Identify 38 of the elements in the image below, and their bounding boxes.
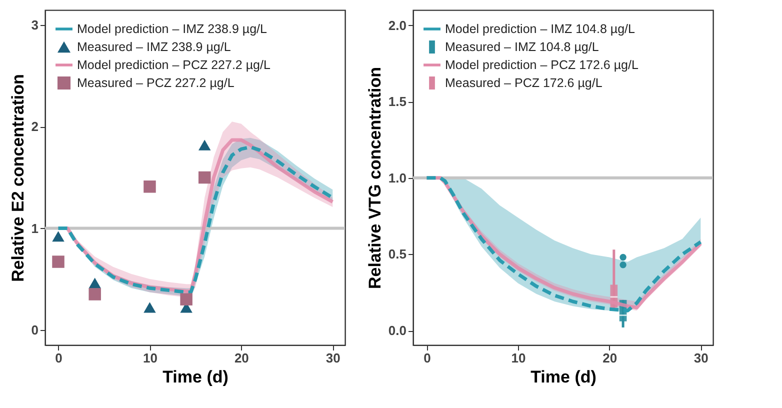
point xyxy=(88,278,101,288)
y-axis-title: Relative E2 concentration xyxy=(8,74,28,282)
y-axis-title: Relative VTG concentration xyxy=(365,67,384,289)
legend-label: Measured – IMZ 104.8 µg/L xyxy=(445,40,599,54)
legend-label: Model prediction – IMZ 238.9 µg/L xyxy=(77,22,267,36)
x-tick-label: 0 xyxy=(55,350,62,366)
x-axis-title: Time (d) xyxy=(162,368,228,386)
x-tick-label: 20 xyxy=(234,350,249,366)
y-tick-label: 2.0 xyxy=(388,18,406,33)
x-tick-label: 30 xyxy=(694,350,708,366)
legend-label: Measured – PCZ 172.6 µg/L xyxy=(445,76,602,90)
y-tick-label: 0.5 xyxy=(388,246,406,262)
point xyxy=(180,293,192,306)
legend-label: Model prediction – IMZ 104.8 µg/L xyxy=(445,22,635,36)
point xyxy=(198,140,211,150)
y-tick-label: 1.0 xyxy=(388,170,406,186)
x-tick-label: 30 xyxy=(326,350,340,366)
y-tick-label: 0 xyxy=(31,322,38,338)
x-axis-title: Time (d) xyxy=(530,368,596,386)
legend-label: Measured – IMZ 238.9 µg/L xyxy=(77,40,231,54)
legend-label: Model prediction – PCZ 227.2 µg/L xyxy=(77,58,270,72)
point xyxy=(198,171,211,184)
y-tick-label: 1.5 xyxy=(388,94,406,110)
legend-label: Model prediction – PCZ 172.6 µg/L xyxy=(445,58,638,72)
point xyxy=(144,180,156,193)
x-tick-label: 0 xyxy=(424,350,431,366)
x-tick-label: 10 xyxy=(511,350,526,366)
point xyxy=(52,256,64,268)
y-tick-label: 1 xyxy=(31,220,38,236)
legend-label: Measured – PCZ 227.2 µg/L xyxy=(77,76,234,90)
x-tick-label: 20 xyxy=(602,350,618,366)
x-tick-label: 10 xyxy=(142,350,158,366)
point xyxy=(88,288,101,300)
y-tick-label: 0.0 xyxy=(388,323,406,338)
point xyxy=(144,302,156,313)
y-tick-label: 2 xyxy=(31,119,38,134)
point xyxy=(52,231,64,242)
y-tick-label: 3 xyxy=(31,18,38,33)
